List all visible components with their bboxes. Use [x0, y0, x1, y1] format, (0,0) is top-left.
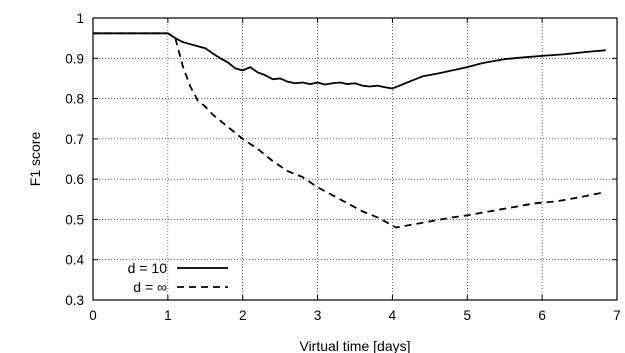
legend-label: d = ∞	[133, 279, 167, 295]
plot-frame	[92, 17, 618, 301]
y-tick-label: 0.8	[65, 92, 84, 107]
x-tick-label: 5	[464, 308, 472, 323]
series-lines	[93, 32, 606, 229]
x-tick-label: 7	[613, 308, 621, 323]
legend: d = 10 d = ∞	[128, 260, 228, 295]
axis-ticks: 0 1 2 3 4 5 6 7 0.3 0.4 0.5 0.6 0.7 0.8 0.9 1	[65, 11, 621, 323]
x-tick-label: 6	[538, 308, 546, 323]
x-axis-label: Virtual time [days]	[299, 338, 410, 353]
y-axis-label: F1 score	[27, 132, 43, 187]
y-tick-label: 0.3	[65, 293, 84, 308]
legend-label: d = 10	[128, 260, 168, 276]
y-tick-label: 0.9	[65, 51, 84, 66]
y-tick-label: 0.6	[65, 172, 84, 187]
x-tick-label: 1	[164, 308, 172, 323]
x-tick-label: 0	[89, 308, 97, 323]
x-tick-label: 4	[389, 308, 397, 323]
x-tick-label: 3	[314, 308, 322, 323]
y-tick-label: 0.5	[65, 212, 84, 227]
series-line-d-infinity	[93, 32, 606, 229]
series-line-d-10	[93, 32, 606, 90]
y-tick-label: 1	[76, 11, 84, 26]
y-tick-label: 0.7	[65, 132, 84, 147]
x-tick-label: 2	[239, 308, 247, 323]
y-tick-label: 0.4	[65, 253, 84, 268]
grid-lines	[93, 18, 617, 300]
